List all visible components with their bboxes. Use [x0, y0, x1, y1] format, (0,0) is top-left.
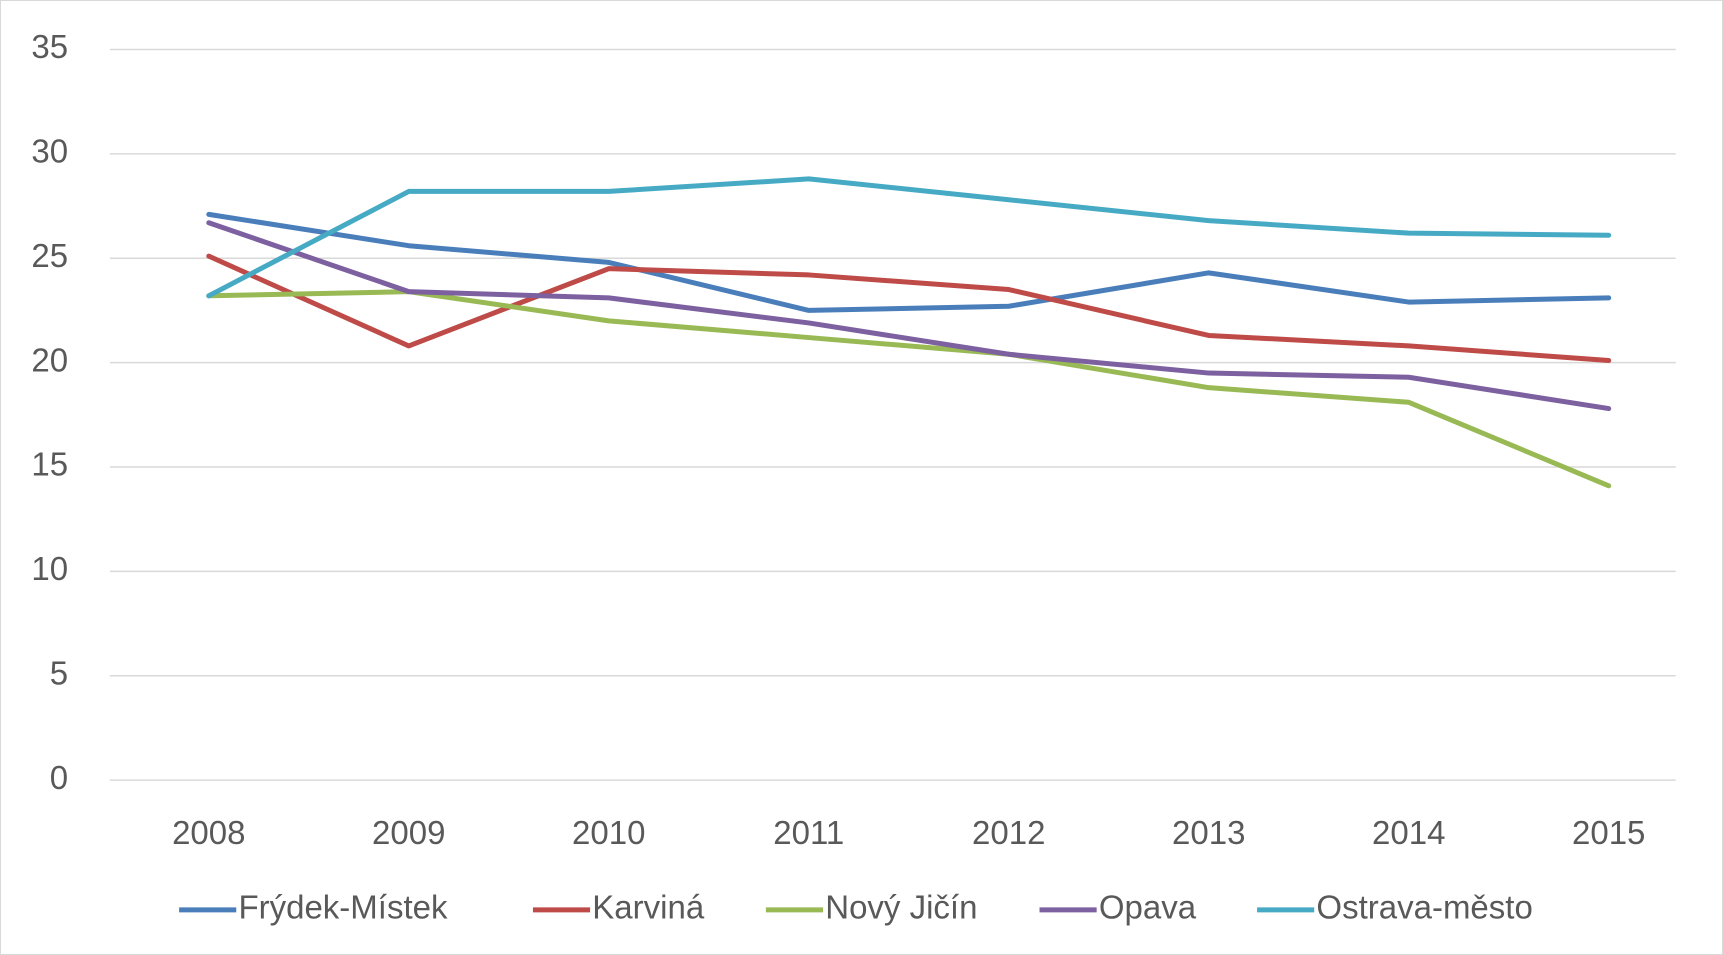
y-tick-label: 0 — [50, 759, 68, 796]
legend-label: Frýdek-Místek — [238, 889, 448, 926]
series-line — [206, 289, 1612, 489]
x-tick-label: 2011 — [773, 814, 844, 851]
series-line — [206, 220, 1612, 412]
legend-label: Nový Jičín — [825, 889, 977, 926]
legend-label: Ostrava-město — [1316, 889, 1532, 926]
y-tick-label: 30 — [31, 133, 68, 170]
x-tick-label: 2013 — [1172, 814, 1245, 851]
y-tick-label: 10 — [31, 550, 68, 587]
legend-label: Karviná — [592, 889, 705, 926]
x-tick-label: 2015 — [1572, 814, 1645, 851]
x-tick-label: 2012 — [972, 814, 1045, 851]
x-tick-label: 2009 — [372, 814, 445, 851]
legend-label: Opava — [1099, 889, 1197, 926]
series-line — [206, 253, 1612, 364]
x-tick-label: 2014 — [1372, 814, 1445, 851]
y-tick-label: 15 — [31, 446, 68, 483]
series-line — [206, 211, 1612, 313]
y-tick-label: 20 — [31, 341, 68, 378]
x-tick-label: 2008 — [172, 814, 245, 851]
y-tick-label: 25 — [31, 237, 68, 274]
x-tick-label: 2010 — [572, 814, 645, 851]
series-line — [206, 176, 1612, 299]
y-tick-label: 35 — [31, 28, 68, 65]
y-tick-label: 5 — [50, 655, 68, 692]
